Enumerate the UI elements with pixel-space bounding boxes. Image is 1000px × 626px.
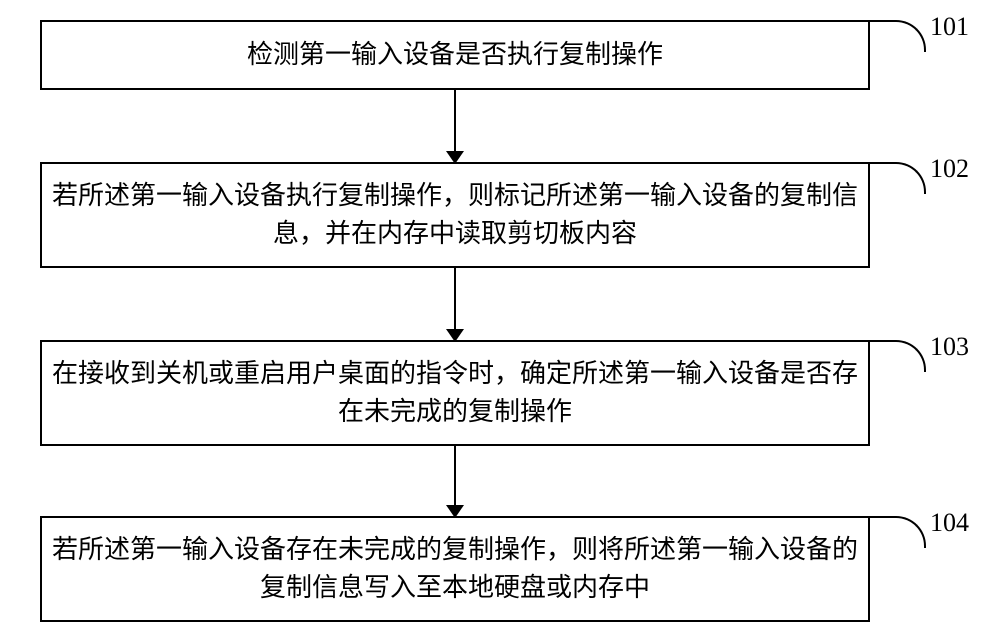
flow-step-1: 检测第一输入设备是否执行复制操作 [40,20,870,90]
arrow-head [446,329,464,342]
step-label-101: 101 [930,12,969,42]
flow-step-4: 若所述第一输入设备存在未完成的复制操作，则将所述第一输入设备的复制信息写入至本地… [40,516,870,622]
flow-step-2: 若所述第一输入设备执行复制操作，则标记所述第一输入设备的复制信息，并在内存中读取… [40,162,870,268]
arrow-shaft [454,90,456,153]
step-label-104: 104 [930,508,969,538]
flow-step-3: 在接收到关机或重启用户桌面的指令时，确定所述第一输入设备是否存在未完成的复制操作 [40,340,870,446]
label-connector [870,516,926,548]
label-connector [870,20,926,52]
step-text: 检测第一输入设备是否执行复制操作 [247,36,663,74]
arrow-shaft [454,446,456,507]
arrow-shaft [454,268,456,331]
step-label-102: 102 [930,154,969,184]
label-connector [870,340,926,372]
step-text: 在接收到关机或重启用户桌面的指令时，确定所述第一输入设备是否存在未完成的复制操作 [52,355,858,430]
step-label-103: 103 [930,332,969,362]
step-text: 若所述第一输入设备执行复制操作，则标记所述第一输入设备的复制信息，并在内存中读取… [52,177,858,252]
label-connector [870,162,926,194]
arrow-head [446,151,464,164]
step-text: 若所述第一输入设备存在未完成的复制操作，则将所述第一输入设备的复制信息写入至本地… [52,531,858,606]
flowchart-canvas: 检测第一输入设备是否执行复制操作 101 若所述第一输入设备执行复制操作，则标记所述… [0,0,1000,626]
arrow-head [446,505,464,518]
